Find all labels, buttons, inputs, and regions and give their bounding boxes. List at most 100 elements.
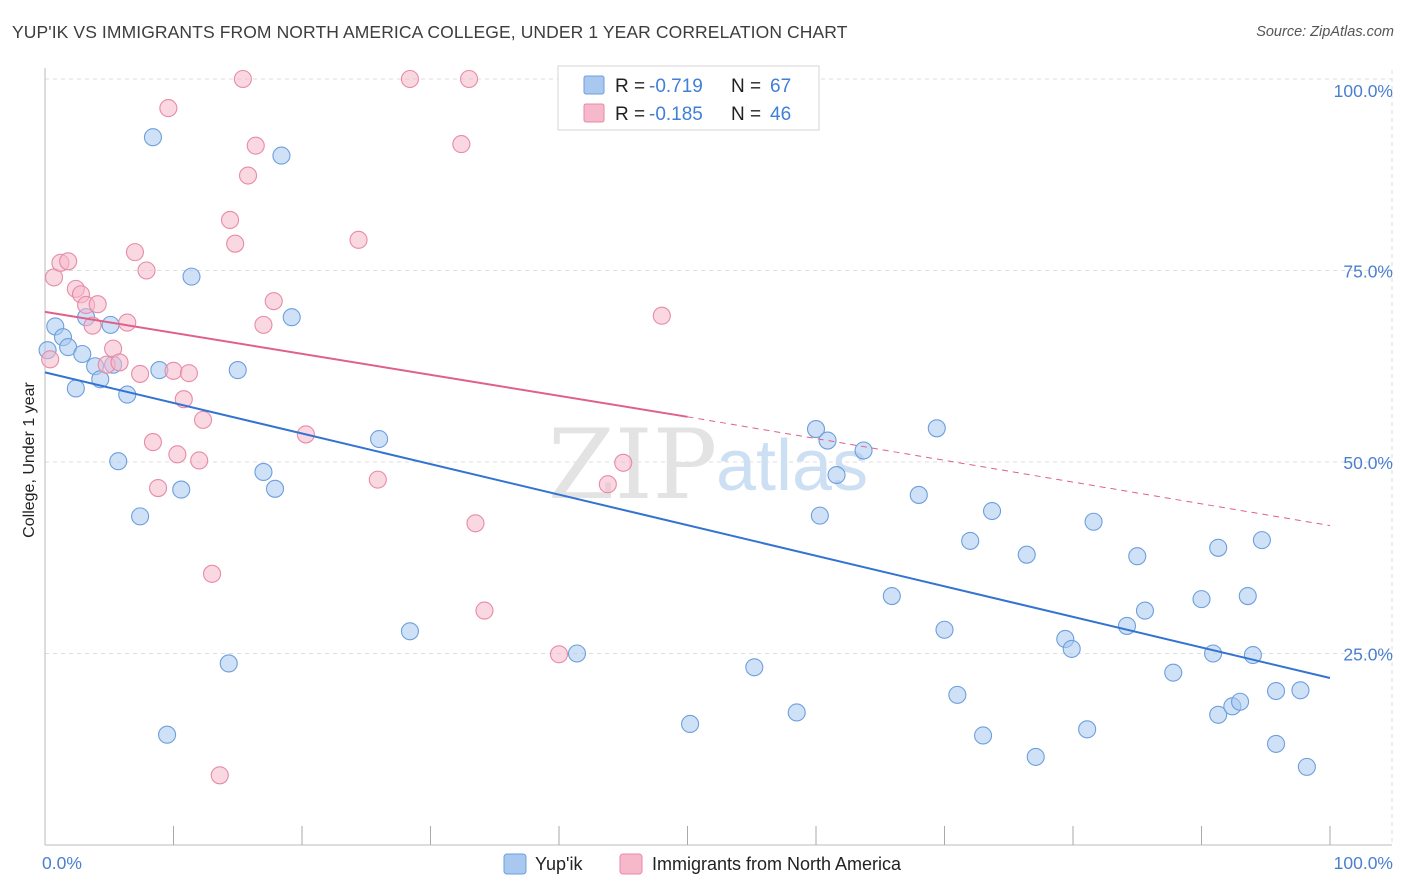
x-tick-label: 0.0% bbox=[42, 853, 82, 873]
data-point-immigrants bbox=[233, 69, 252, 89]
data-point-immigrants bbox=[400, 69, 419, 89]
watermark-atlas: atlas bbox=[716, 426, 868, 506]
data-point-yupik bbox=[131, 507, 150, 526]
data-point-yupik bbox=[219, 654, 238, 673]
series-legend-swatch-immigrants bbox=[619, 853, 643, 875]
data-point-yupik bbox=[1238, 586, 1257, 606]
series-legend-label-immigrants: Immigrants from North America bbox=[652, 854, 902, 874]
data-point-immigrants bbox=[88, 295, 107, 314]
data-point-yupik bbox=[827, 465, 846, 485]
data-point-yupik bbox=[909, 485, 928, 504]
source-label: Source: ZipAtlas.com bbox=[1256, 24, 1394, 40]
watermark: ZIP atlas bbox=[548, 409, 868, 521]
trendline-immigrants-extrapolated bbox=[687, 416, 1331, 527]
data-point-yupik bbox=[1204, 644, 1223, 663]
data-point-yupik bbox=[745, 658, 764, 677]
data-point-immigrants bbox=[131, 364, 150, 383]
data-point-yupik bbox=[66, 379, 85, 398]
data-point-immigrants bbox=[220, 210, 240, 229]
data-point-immigrants bbox=[459, 69, 479, 89]
data-point-yupik bbox=[272, 146, 291, 165]
series-legend-swatch-yupik bbox=[503, 853, 527, 875]
y-tick-labels: 25.0% 50.0% 75.0% 100.0% bbox=[1334, 81, 1393, 665]
data-point-yupik bbox=[1209, 538, 1228, 557]
data-point-immigrants bbox=[614, 453, 633, 472]
data-point-yupik bbox=[1078, 720, 1097, 739]
data-point-immigrants bbox=[168, 445, 187, 464]
data-point-yupik bbox=[254, 462, 273, 482]
y-tick-label: 75.0% bbox=[1343, 262, 1393, 282]
data-point-yupik bbox=[1164, 663, 1183, 682]
data-point-immigrants bbox=[452, 135, 471, 154]
legend-swatch-yupik bbox=[583, 75, 605, 95]
trendline-immigrants bbox=[44, 310, 688, 418]
y-tick-label: 25.0% bbox=[1343, 645, 1393, 665]
x-tick-label: 100.0% bbox=[1334, 853, 1393, 873]
data-point-immigrants bbox=[246, 136, 265, 155]
data-point-yupik bbox=[1135, 601, 1155, 620]
data-point-yupik bbox=[948, 685, 967, 704]
data-point-immigrants bbox=[125, 243, 144, 262]
data-point-yupik bbox=[961, 531, 980, 550]
data-point-yupik bbox=[172, 480, 191, 499]
data-point-immigrants bbox=[164, 361, 183, 380]
data-point-immigrants bbox=[598, 475, 617, 494]
data-point-yupik bbox=[806, 420, 826, 439]
data-point-yupik bbox=[101, 315, 120, 334]
y-tick-label: 50.0% bbox=[1343, 453, 1393, 473]
data-point-immigrants bbox=[143, 433, 162, 452]
data-point-immigrants bbox=[210, 766, 229, 785]
data-point-immigrants bbox=[226, 234, 245, 253]
data-point-immigrants bbox=[179, 364, 198, 383]
data-point-immigrants bbox=[254, 315, 273, 334]
data-point-yupik bbox=[1026, 747, 1045, 766]
data-point-immigrants bbox=[149, 478, 168, 498]
data-point-immigrants bbox=[159, 99, 178, 118]
y-axis-label: College, Under 1 year bbox=[21, 382, 38, 538]
x-tick-labels: 0.0% 100.0% bbox=[42, 853, 1393, 873]
data-point-immigrants bbox=[110, 353, 129, 372]
data-point-yupik bbox=[143, 128, 162, 147]
legend-swatch-immigrants bbox=[583, 103, 605, 123]
data-point-yupik bbox=[158, 725, 177, 744]
axes-layer bbox=[44, 68, 1392, 846]
data-point-immigrants bbox=[194, 410, 213, 429]
data-point-yupik bbox=[1297, 757, 1316, 776]
data-point-yupik bbox=[1192, 590, 1211, 609]
data-point-immigrants bbox=[59, 252, 78, 271]
data-point-yupik bbox=[882, 586, 901, 606]
legend-r-label: R = bbox=[615, 104, 645, 125]
grid-layer bbox=[45, 70, 1393, 845]
legend-r-value: -0.185 bbox=[649, 104, 703, 125]
data-point-yupik bbox=[118, 385, 137, 404]
data-point-immigrants bbox=[349, 230, 368, 249]
data-point-yupik bbox=[681, 714, 700, 734]
trendline-yupik bbox=[44, 371, 1331, 679]
data-point-yupik bbox=[1231, 692, 1250, 711]
legend-n-label: N = bbox=[731, 76, 761, 97]
data-point-immigrants bbox=[549, 645, 569, 664]
data-point-immigrants bbox=[368, 470, 387, 489]
data-point-yupik bbox=[400, 622, 419, 641]
data-point-immigrants bbox=[137, 261, 156, 280]
data-point-immigrants bbox=[41, 350, 60, 369]
legend-n-value: 67 bbox=[770, 76, 791, 97]
data-point-immigrants bbox=[190, 451, 209, 470]
data-point-yupik bbox=[1291, 681, 1310, 700]
data-point-yupik bbox=[1266, 734, 1286, 753]
data-point-yupik bbox=[787, 703, 806, 722]
data-point-yupik bbox=[810, 506, 829, 525]
data-point-yupik bbox=[1084, 512, 1103, 531]
data-point-yupik bbox=[109, 452, 128, 471]
trend-layer bbox=[44, 310, 1331, 679]
data-point-yupik bbox=[228, 361, 247, 380]
data-point-yupik bbox=[370, 429, 389, 449]
data-point-yupik bbox=[182, 267, 201, 286]
data-point-yupik bbox=[935, 620, 954, 639]
data-point-yupik bbox=[973, 726, 993, 745]
legend-n-value: 46 bbox=[770, 104, 791, 125]
data-point-yupik bbox=[1209, 705, 1228, 724]
data-point-yupik bbox=[818, 431, 837, 450]
legend-n-label: N = bbox=[731, 104, 761, 125]
